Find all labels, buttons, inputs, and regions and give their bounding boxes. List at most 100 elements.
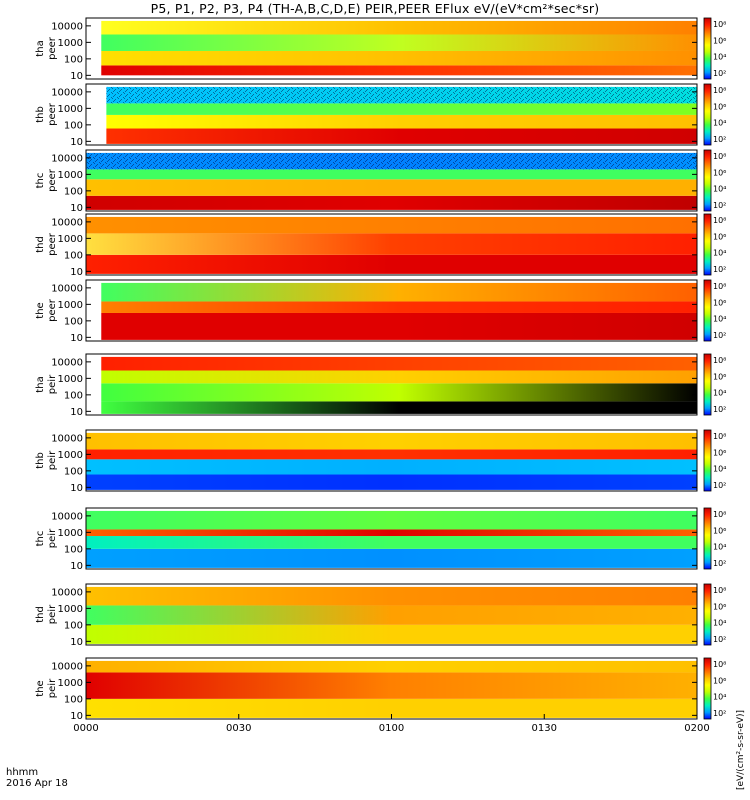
y-tick-label: 10	[70, 137, 83, 148]
colorbar-tick-label: 10²	[713, 135, 726, 144]
y-tick-label: 1000	[58, 170, 83, 181]
colorbar-tick-label: 10⁴	[713, 249, 726, 258]
colorbar	[703, 657, 712, 720]
colorbar-tick-label: 10⁴	[713, 389, 726, 398]
panel-probe-label: the	[35, 302, 46, 318]
colorbar-tick-label: 10²	[713, 709, 726, 718]
y-tick-label: 100	[64, 316, 83, 327]
energy-band	[101, 50, 697, 66]
panel-thd-peir: 10 100 1000 10000 thd peir 10² 10⁴ 10⁶ 10⁸	[35, 583, 726, 648]
energy-band	[86, 233, 697, 255]
y-tick-label: 100	[64, 544, 83, 555]
y-tick-label: 100	[64, 186, 83, 197]
y-tick-label: 10	[70, 71, 83, 82]
y-tick-label: 100	[64, 390, 83, 401]
colorbar-tick-label: 10⁸	[713, 356, 726, 365]
chart-title: P5, P1, P2, P3, P4 (TH-A,B,C,D,E) PEIR,P…	[150, 1, 600, 16]
y-tick-label: 10	[70, 561, 83, 572]
energy-band	[106, 114, 697, 129]
energy-band	[86, 660, 697, 673]
energy-band	[86, 169, 697, 180]
colorbar-tick-label: 10⁶	[713, 298, 726, 307]
y-tick-label: 10000	[51, 511, 83, 522]
panel-species-label: peir	[47, 528, 58, 548]
colorbar	[703, 583, 712, 646]
y-tick-label: 100	[64, 250, 83, 261]
energy-band	[86, 698, 697, 718]
colorbar-tick-label: 10⁴	[713, 119, 726, 128]
panel-species-label: peer	[47, 168, 58, 192]
colorbar-tick-label: 10⁸	[713, 152, 726, 161]
colorbar-tick-label: 10⁸	[713, 660, 726, 669]
energy-band	[86, 624, 697, 644]
energy-band	[106, 128, 697, 144]
y-tick-label: 10	[70, 483, 83, 494]
energy-band	[101, 301, 697, 313]
colorbar-tick-label: 10⁴	[713, 619, 726, 628]
y-tick-label: 10000	[51, 357, 83, 368]
colorbar-tick-label: 10²	[713, 201, 726, 210]
energy-band	[86, 586, 697, 606]
colorbar	[703, 17, 712, 80]
panel-frame	[85, 213, 698, 276]
panel-probe-label: thb	[35, 106, 46, 123]
x-axis: 0000 0030 0100 0130 0200	[73, 714, 710, 734]
colorbar-tick-label: 10⁶	[713, 602, 726, 611]
energy-band	[86, 216, 697, 234]
colorbar	[703, 213, 712, 276]
y-tick-label: 1000	[58, 234, 83, 245]
energy-band	[86, 529, 697, 537]
panel-probe-label: tha	[35, 376, 46, 392]
panel-tha-peir: 10 100 1000 10000 tha peir 10² 10⁴ 10⁶ 10⁸	[35, 353, 726, 418]
colorbar-tick-label: 10⁴	[713, 465, 726, 474]
colorbar-tick-label: 10²	[713, 405, 726, 414]
y-tick-label: 1000	[58, 38, 83, 49]
colorbar	[703, 353, 712, 416]
y-tick-label: 10	[70, 203, 83, 214]
y-tick-label: 10000	[51, 87, 83, 98]
spectrogram-panels: 10 100 1000 10000 tha peer 10² 10⁴ 10⁶ 10⁸ 10 100 10…	[35, 17, 726, 722]
colorbar-tick-label: 10⁶	[713, 232, 726, 241]
panel-frame	[85, 83, 698, 146]
colorbar	[703, 507, 712, 570]
colorbar-tick-label: 10⁶	[713, 36, 726, 45]
panel-frame	[85, 583, 698, 646]
y-tick-label: 10000	[51, 587, 83, 598]
colorbar-label: [eV/(cm²-s-sr-eV)]	[736, 710, 746, 790]
energy-band	[101, 282, 697, 302]
energy-band	[86, 195, 697, 210]
energy-band	[86, 432, 697, 450]
panel-thc-peer: 10 100 1000 10000 thc peer 10² 10⁴ 10⁶ 10⁸	[35, 149, 726, 214]
time-axis-caption: hhmm 2016 Apr 18	[6, 767, 68, 789]
energy-band	[101, 383, 697, 402]
energy-band	[86, 536, 697, 549]
noise-speckle	[106, 86, 697, 104]
y-tick-label: 1000	[58, 528, 83, 539]
colorbar-tick-label: 10²	[713, 331, 726, 340]
y-tick-label: 10000	[51, 21, 83, 32]
y-tick-label: 10000	[51, 153, 83, 164]
y-tick-label: 1000	[58, 300, 83, 311]
y-tick-label: 1000	[58, 374, 83, 385]
y-tick-label: 10	[70, 267, 83, 278]
panel-the-peir: 10 100 1000 10000 the peir 10² 10⁴ 10⁶ 10⁸	[35, 657, 726, 722]
energy-band	[86, 548, 697, 568]
colorbar-tick-label: 10⁸	[713, 586, 726, 595]
y-tick-label: 1000	[58, 450, 83, 461]
panel-thd-peer: 10 100 1000 10000 thd peer 10² 10⁴ 10⁶ 10⁸	[35, 213, 726, 278]
colorbar-tick-label: 10⁸	[713, 20, 726, 29]
panel-probe-label: thb	[35, 452, 46, 469]
energy-band	[101, 65, 697, 76]
x-tick-label: 0200	[684, 723, 709, 734]
energy-band	[101, 401, 697, 414]
colorbar-tick-label: 10⁴	[713, 693, 726, 702]
panel-frame	[85, 279, 698, 342]
x-tick-label: 0000	[73, 723, 98, 734]
y-tick-label: 10	[70, 711, 83, 722]
y-tick-label: 100	[64, 694, 83, 705]
colorbar-tick-label: 10⁶	[713, 526, 726, 535]
y-tick-label: 100	[64, 620, 83, 631]
y-tick-label: 10000	[51, 283, 83, 294]
panel-thc-peir: 10 100 1000 10000 thc peir 10² 10⁴ 10⁶ 10⁸	[35, 507, 726, 572]
x-tick-label: 0100	[379, 723, 404, 734]
